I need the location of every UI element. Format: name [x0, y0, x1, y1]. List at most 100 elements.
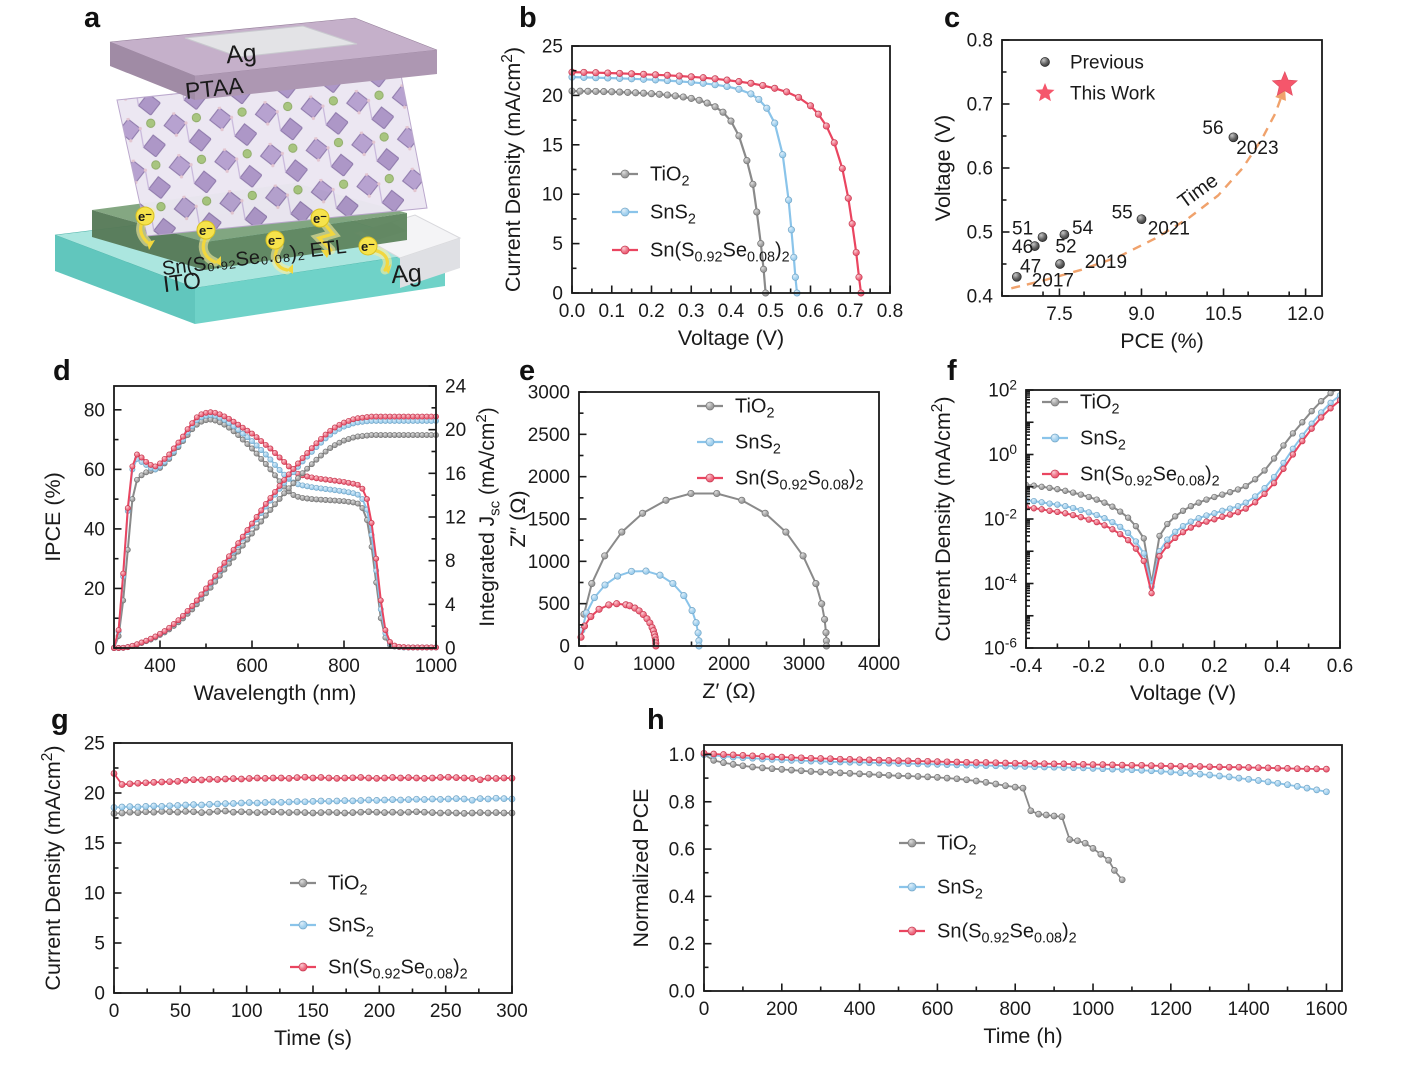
series-SnSSe: [1026, 397, 1340, 597]
y-tick-label: 100: [988, 442, 1017, 466]
y-tick-label: 0.8: [669, 792, 695, 813]
y-tick-label: 0.2: [669, 934, 695, 955]
x-tick-label: 2000: [708, 654, 750, 675]
legend-entry-TiO2: TiO2: [899, 833, 977, 859]
x-tick-label: 0: [109, 1001, 120, 1022]
y-tick-label: 0.6: [967, 159, 993, 180]
x-tick-label: 800: [999, 999, 1031, 1020]
y-tick-label: 5: [94, 934, 105, 955]
electron-label: e⁻: [361, 239, 375, 254]
legend-entry-TiO2: TiO2: [697, 396, 775, 422]
x-tick-label: 250: [430, 1001, 462, 1022]
legend-entry-This Work: This Work: [1035, 83, 1156, 105]
electron-label: e⁻: [313, 211, 327, 226]
x-tick-label: 1600: [1305, 999, 1347, 1020]
series-This Work: [1271, 71, 1298, 96]
plot-frame: [578, 391, 880, 647]
x-tick-label: -0.2: [1072, 656, 1105, 677]
legend: TiO2 SnS2 Sn(S0.92S0.08)2: [697, 396, 864, 494]
electron-label: e⁻: [138, 209, 152, 224]
y-tick-label: 0.7: [967, 95, 993, 116]
x-tick-label: 0.4: [1264, 656, 1291, 677]
y-tick-label: 0: [559, 637, 570, 658]
legend-entry-SnS2: SnS2: [899, 877, 983, 903]
x-tick-label: 1400: [1227, 999, 1269, 1020]
electron-badges: e⁻ e⁻ e⁻ e⁻ e⁻: [135, 206, 378, 256]
panel-label-f: f: [947, 355, 957, 387]
y-tick-label: 2500: [528, 425, 570, 446]
y-tick-label: 10-6: [984, 635, 1017, 659]
series-IPCE-SnS2: [111, 412, 439, 651]
x-axis-title: Wavelength (nm): [194, 681, 357, 705]
electron-label: e⁻: [268, 233, 282, 248]
panel-label-a: a: [84, 2, 101, 34]
y-tick-label: 0.0: [669, 982, 695, 1003]
y-tick-label: 10: [542, 185, 563, 206]
y-tick-label: 0.4: [967, 287, 994, 308]
electron-badge: e⁻: [265, 230, 285, 250]
x-tick-label: 0.7: [837, 301, 863, 322]
y-tick-label: 2000: [528, 467, 570, 488]
y-tick-label: 500: [538, 594, 570, 615]
axes: 400 600 800 100002040608004812162024Integra…: [41, 377, 503, 706]
ag-top-pad: [184, 25, 358, 58]
legend-label: SnS2: [1080, 428, 1126, 454]
legend-label: Previous: [1070, 53, 1144, 74]
legend-entry-Sn(S0.92Se0.08)2: Sn(S0.92Se0.08)2: [899, 921, 1077, 947]
legend-entry-Sn(S0.92Se0.08)2: Sn(S0.92Se0.08)2: [612, 240, 790, 266]
x-axis-title: Time (h): [983, 1024, 1062, 1048]
series-Previous: [1011, 132, 1239, 282]
y-tick-label: 102: [988, 377, 1017, 401]
y-tick-label: 0: [94, 984, 105, 1005]
y-tick-label: 20: [542, 86, 563, 107]
y-tick-label: 0.6: [669, 840, 695, 861]
x-tick-label: 0.3: [678, 301, 704, 322]
x-tick-label: 200: [363, 1001, 395, 1022]
legend-entry-SnS2: SnS2: [290, 915, 374, 941]
legend-label: Sn(S0.92S0.08)2: [735, 468, 864, 494]
y-tick-label: 1.0: [669, 745, 695, 766]
y-tick-label: 20: [84, 579, 105, 600]
y-tick-label: 1000: [528, 552, 570, 573]
x-tick-label: 1000: [415, 656, 457, 677]
y-tick-label: 0.8: [967, 31, 993, 52]
legend-entry-TiO2: TiO2: [290, 873, 368, 899]
x-tick-label: 12.0: [1287, 304, 1324, 325]
legend: TiO2 SnS2 Sn(S0.92Se0.08)2: [612, 164, 790, 266]
x-tick-label: 200: [766, 999, 798, 1020]
series-group: [568, 68, 865, 297]
panel-label-d: d: [53, 355, 71, 387]
electron-badge: e⁻: [310, 208, 330, 228]
ag-top-label: Ag: [225, 39, 258, 70]
panel-label-g: g: [51, 704, 69, 736]
y-tick-label: 0: [552, 284, 563, 305]
legend-label: TiO2: [937, 833, 977, 859]
legend: TiO2 SnS2 Sn(S0.92Se0.08)2: [899, 833, 1077, 947]
panel-b-chart: 0.0 0.1 0.2 0.3 0.4 0.5 0.6 0.7 0.8 0 5 10 15 20 25 Vol…: [499, 37, 903, 351]
legend-entry-Sn(S0.92Se0.08)2: Sn(S0.92Se0.08)2: [290, 957, 468, 983]
annotation-52: 52: [1055, 236, 1076, 257]
panel-c-chart: 7.5 9.0 10.5 12.0 0.4 0.5 0.6 0.7 0.8 PCE (%) Volt…: [931, 31, 1324, 354]
x-axis-title: Time (s): [274, 1026, 352, 1050]
y-tick-label: 0: [94, 639, 105, 660]
x-tick-label: 600: [236, 656, 268, 677]
panel-label-h: h: [647, 704, 665, 736]
x-tick-label: 50: [170, 1001, 191, 1022]
electron-badge: e⁻: [196, 220, 216, 240]
x-tick-label: 0.0: [559, 301, 585, 322]
plot-frame: [113, 385, 437, 649]
legend-entry-Sn(S0.92S0.08)2: Sn(S0.92S0.08)2: [697, 468, 864, 494]
annotation-47: 47: [1020, 256, 1041, 277]
x-tick-label: 0.6: [797, 301, 823, 322]
panel-label-e: e: [519, 355, 536, 387]
series-SnSSe: [577, 600, 660, 650]
series-TiO2: [568, 87, 770, 297]
panel-d-chart: 400 600 800 100002040608004812162024Integra…: [41, 377, 503, 706]
x-tick-label: 0: [574, 654, 585, 675]
panel-label-b: b: [519, 2, 537, 34]
series-Jsc-SnSSe: [111, 413, 439, 651]
legend-label: SnS2: [937, 877, 983, 903]
y2-tick-label: 24: [445, 377, 467, 398]
x-tick-label: 1000: [1072, 999, 1114, 1020]
series-group: [577, 489, 831, 650]
